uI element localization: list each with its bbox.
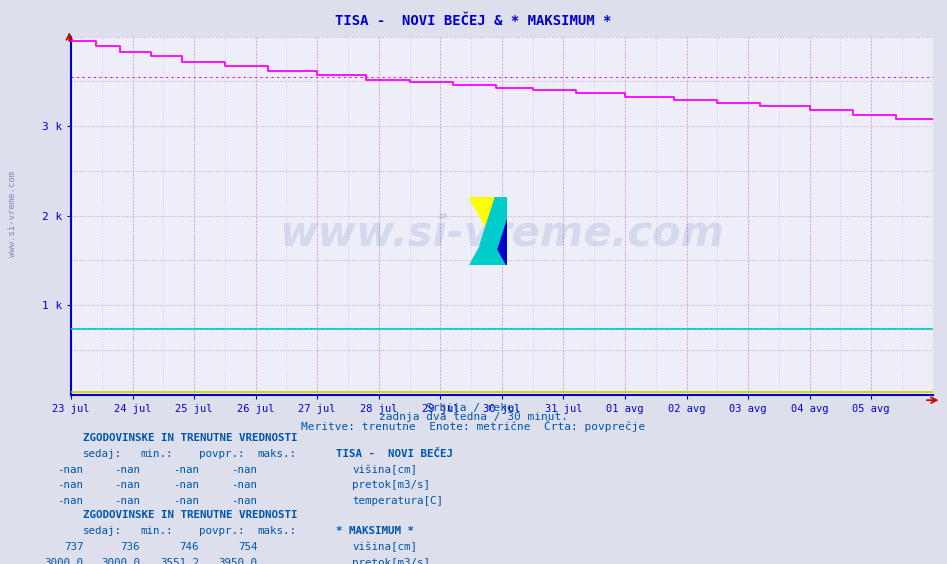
Text: TISA -  NOVI BEČEJ & * MAKSIMUM *: TISA - NOVI BEČEJ & * MAKSIMUM *	[335, 14, 612, 28]
Text: -nan: -nan	[173, 465, 199, 475]
Text: 736: 736	[120, 542, 140, 552]
Text: -nan: -nan	[58, 496, 83, 506]
Text: pretok[m3/s]: pretok[m3/s]	[352, 558, 430, 564]
Text: ZGODOVINSKE IN TRENUTNE VREDNOSTI: ZGODOVINSKE IN TRENUTNE VREDNOSTI	[83, 433, 298, 443]
Text: sedaj:: sedaj:	[83, 526, 122, 536]
Text: -nan: -nan	[232, 465, 258, 475]
Polygon shape	[469, 197, 507, 265]
Text: Srbija / reke.: Srbija / reke.	[426, 403, 521, 413]
Text: maks.:: maks.:	[258, 526, 296, 536]
Text: povpr.:: povpr.:	[199, 526, 244, 536]
Polygon shape	[469, 197, 507, 265]
Text: zadnja dva tedna / 30 minut.: zadnja dva tedna / 30 minut.	[379, 412, 568, 422]
Text: TISA -  NOVI BEČEJ: TISA - NOVI BEČEJ	[336, 449, 454, 459]
Text: temperatura[C]: temperatura[C]	[352, 496, 443, 506]
Text: višina[cm]: višina[cm]	[352, 464, 418, 475]
Text: www.si-vreme.com: www.si-vreme.com	[279, 213, 724, 254]
Text: -nan: -nan	[232, 481, 258, 491]
Text: www.si-vreme.com: www.si-vreme.com	[8, 171, 17, 257]
Text: min.:: min.:	[140, 449, 172, 459]
Text: 3950,0: 3950,0	[219, 558, 258, 564]
Text: -nan: -nan	[115, 481, 140, 491]
Text: -nan: -nan	[173, 496, 199, 506]
Text: -nan: -nan	[58, 465, 83, 475]
Text: 3551,2: 3551,2	[160, 558, 199, 564]
Text: višina[cm]: višina[cm]	[352, 541, 418, 552]
Text: 754: 754	[238, 542, 258, 552]
Text: -nan: -nan	[173, 481, 199, 491]
Polygon shape	[480, 197, 507, 265]
Text: 3000,0: 3000,0	[101, 558, 140, 564]
Polygon shape	[488, 197, 507, 265]
Text: * MAKSIMUM *: * MAKSIMUM *	[336, 526, 414, 536]
Text: 746: 746	[179, 542, 199, 552]
Text: pretok[m3/s]: pretok[m3/s]	[352, 481, 430, 491]
Text: povpr.:: povpr.:	[199, 449, 244, 459]
Text: sedaj:: sedaj:	[83, 449, 122, 459]
Text: -nan: -nan	[115, 465, 140, 475]
Text: 3000,0: 3000,0	[45, 558, 83, 564]
Text: -nan: -nan	[115, 496, 140, 506]
Text: min.:: min.:	[140, 526, 172, 536]
Text: Meritve: trenutne  Enote: metrične  Črta: povprečje: Meritve: trenutne Enote: metrične Črta: …	[301, 420, 646, 432]
Text: ZGODOVINSKE IN TRENUTNE VREDNOSTI: ZGODOVINSKE IN TRENUTNE VREDNOSTI	[83, 510, 298, 521]
Text: -nan: -nan	[58, 481, 83, 491]
Text: maks.:: maks.:	[258, 449, 296, 459]
Text: -nan: -nan	[232, 496, 258, 506]
Text: 737: 737	[63, 542, 83, 552]
